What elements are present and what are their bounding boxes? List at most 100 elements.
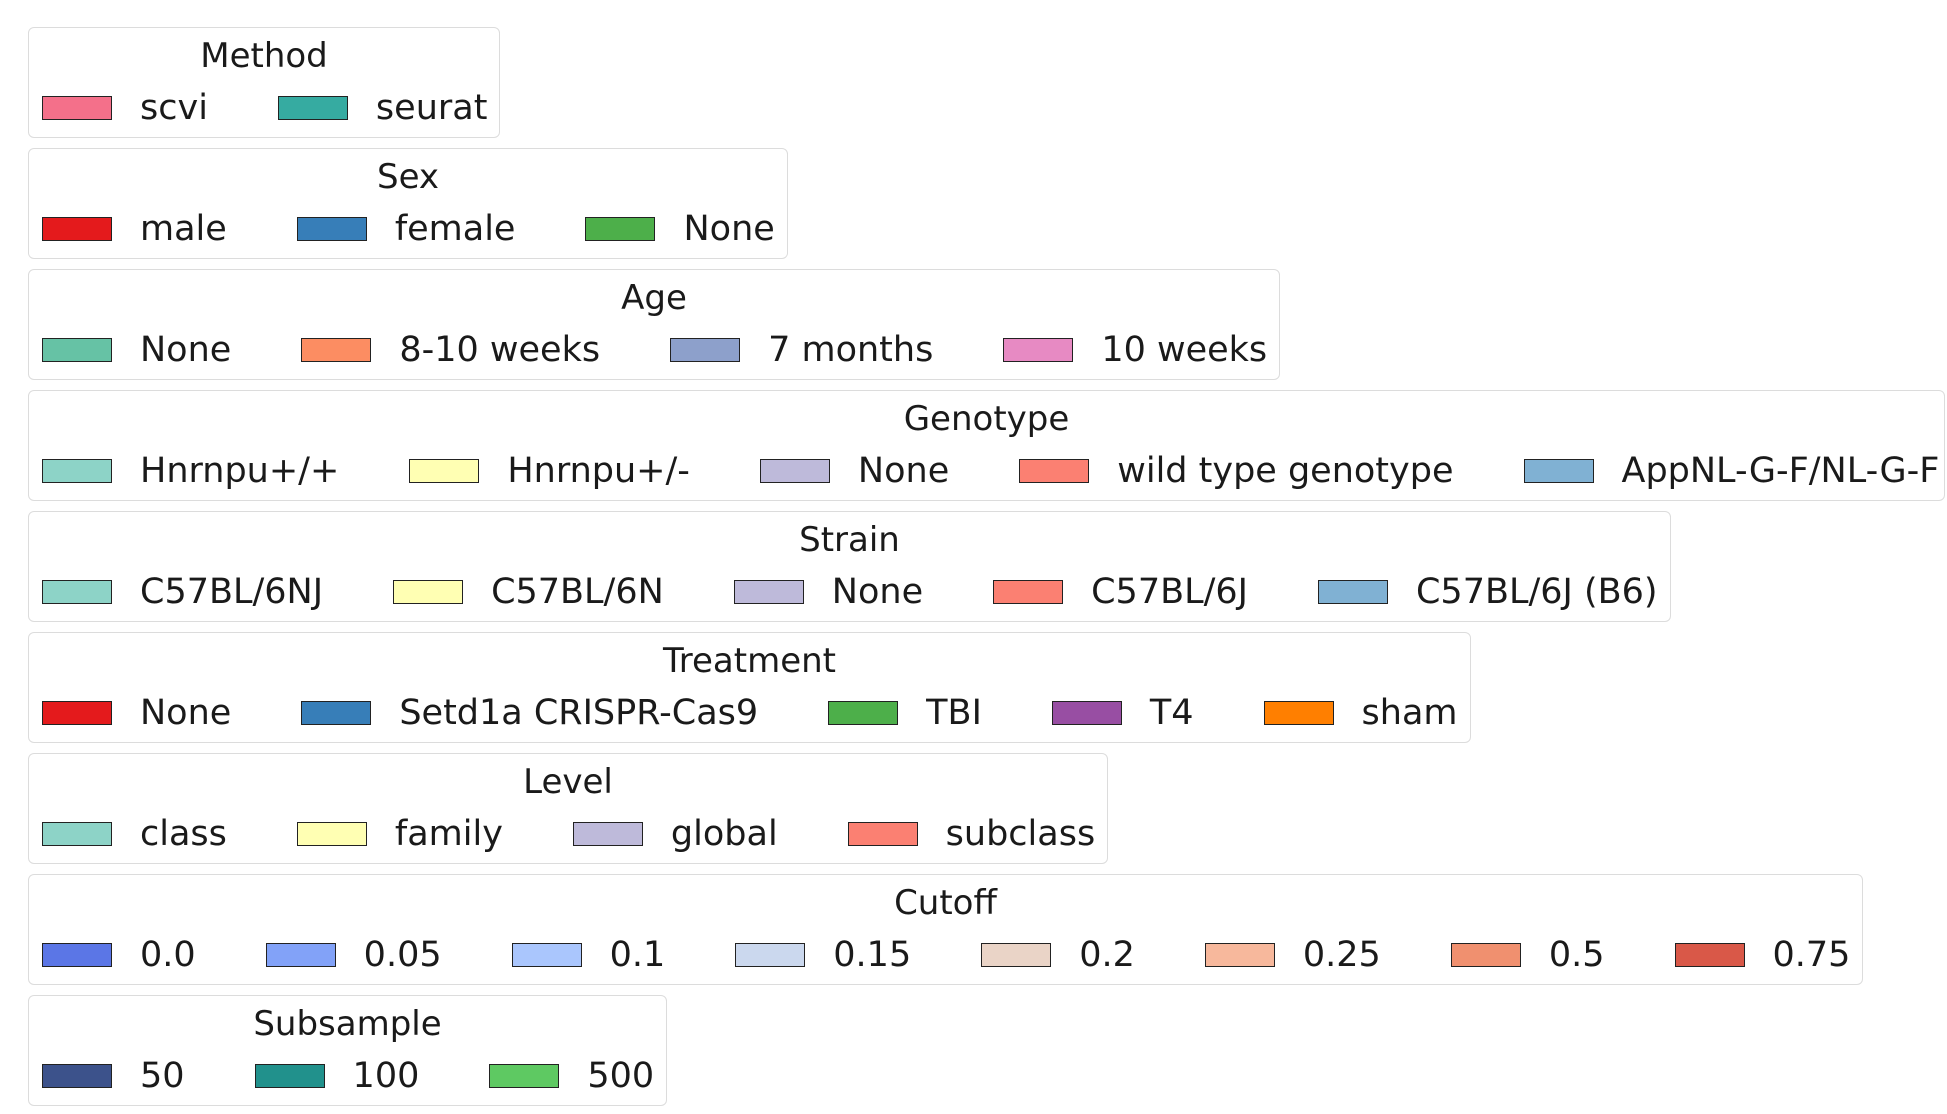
legend-swatch xyxy=(42,580,112,604)
legend-title: Method xyxy=(200,36,328,76)
legend-swatch xyxy=(265,943,336,967)
legend-swatch xyxy=(511,943,582,967)
legend-title: Genotype xyxy=(903,399,1070,439)
legend-strain: Strain C57BL/6NJ C57BL/6N None C57BL/6J C57BL… xyxy=(28,511,1671,622)
legend-level: Level class family global subclass xyxy=(28,753,1108,864)
legend-swatch xyxy=(42,701,112,725)
legend-entries: 50 100 500 xyxy=(42,1056,654,1096)
legend-swatch xyxy=(981,943,1052,967)
legend-entries: scvi seurat xyxy=(42,88,487,128)
legend-entries: C57BL/6NJ C57BL/6N None C57BL/6J C57BL/6J (B… xyxy=(42,572,1658,612)
legend-entry: scvi xyxy=(42,88,208,128)
legend-entry: Hnrnpu+/+ xyxy=(42,451,339,491)
legend-entry-label: 0.05 xyxy=(363,935,442,975)
legend-entry-label: TBI xyxy=(926,693,982,733)
legend-swatch xyxy=(254,1064,325,1088)
legend-swatch xyxy=(1263,701,1334,725)
legend-entry-label: C57BL/6J xyxy=(1091,572,1248,612)
legend-swatch xyxy=(42,217,112,241)
legend-swatch xyxy=(296,217,367,241)
legend-entry-label: female xyxy=(394,209,516,249)
legend-swatch xyxy=(733,580,804,604)
legend-entry: 500 xyxy=(489,1056,654,1096)
legend-entry: C57BL/6N xyxy=(393,572,664,612)
legend-swatch xyxy=(1317,580,1388,604)
legend-entry-label: Hnrnpu+/+ xyxy=(140,451,340,491)
legend-swatch xyxy=(1674,943,1745,967)
legend-entry-label: 500 xyxy=(587,1056,655,1096)
legend-entry: None xyxy=(42,693,231,733)
legend-entry: class xyxy=(42,814,227,854)
legend-entry: 0.75 xyxy=(1674,935,1850,975)
legend-entry: 50 xyxy=(42,1056,185,1096)
legend-title: Cutoff xyxy=(894,883,997,923)
legend-swatch xyxy=(1019,459,1090,483)
legend-swatch xyxy=(42,943,112,967)
legend-swatch xyxy=(409,459,480,483)
legend-entry: None xyxy=(733,572,924,612)
legend-swatch xyxy=(572,822,643,846)
legend-swatch xyxy=(993,580,1064,604)
legend-entry-label: 7 months xyxy=(768,330,934,370)
legend-entry: None xyxy=(585,209,775,249)
legend-entry: 0.15 xyxy=(735,935,911,975)
legend-entry: Hnrnpu+/- xyxy=(409,451,690,491)
legend-swatch xyxy=(670,338,741,362)
legend-entry-label: sham xyxy=(1361,693,1458,733)
legend-entry-label: family xyxy=(394,814,503,854)
legend-title: Sex xyxy=(376,157,440,197)
legend-title: Age xyxy=(621,278,687,318)
legend-entry-label: None xyxy=(831,572,924,612)
legend-entry-label: 50 xyxy=(140,1056,185,1096)
legend-swatch xyxy=(1450,943,1521,967)
legend-entry-label: 0.0 xyxy=(140,935,196,975)
legend-swatch xyxy=(42,822,112,846)
legend-entry-label: T4 xyxy=(1149,693,1194,733)
legend-entry-label: 0.25 xyxy=(1302,935,1381,975)
legend-swatch xyxy=(1003,338,1074,362)
legend-genotype: Genotype Hnrnpu+/+ Hnrnpu+/- None wild type … xyxy=(28,390,1945,501)
legend-entry-label: C57BL/6N xyxy=(491,572,664,612)
legend-entry-label: scvi xyxy=(140,88,208,128)
legend-entry: family xyxy=(296,814,503,854)
legend-entry-label: None xyxy=(140,693,232,733)
legend-swatch xyxy=(1051,701,1122,725)
legend-entries: class family global subclass xyxy=(42,814,1095,854)
legend-swatch xyxy=(393,580,464,604)
legend-age: Age None 8-10 weeks 7 months 10 weeks xyxy=(28,269,1280,380)
legend-swatch xyxy=(296,822,367,846)
legend-entry-label: 0.15 xyxy=(833,935,912,975)
legend-swatch xyxy=(301,338,372,362)
legend-entries: Hnrnpu+/+ Hnrnpu+/- None wild type genotype… xyxy=(42,451,1939,491)
legend-entry: 0.2 xyxy=(981,935,1135,975)
legend-entry-label: C57BL/6NJ xyxy=(140,572,324,612)
legend-entry-label: 0.1 xyxy=(609,935,666,975)
legend-title: Subsample xyxy=(253,1004,442,1044)
legend-entry: 7 months xyxy=(670,330,933,370)
legend-swatch xyxy=(828,701,899,725)
legend-swatch xyxy=(585,217,656,241)
legend-entry: 0.0 xyxy=(42,935,196,975)
legend-swatch xyxy=(42,1064,112,1088)
legend-entry-label: global xyxy=(670,814,778,854)
legend-entry: 8-10 weeks xyxy=(301,330,600,370)
legend-entry: T4 xyxy=(1051,693,1194,733)
legend-swatch xyxy=(735,943,806,967)
legend-entry-label: None xyxy=(140,330,232,370)
legend-title: Level xyxy=(523,762,613,802)
legend-subsample: Subsample 50 100 500 xyxy=(28,995,667,1106)
legend-sex: Sex male female None xyxy=(28,148,788,259)
legend-entry: sham xyxy=(1263,693,1458,733)
legend-entry-label: 100 xyxy=(352,1056,420,1096)
legend-entry: female xyxy=(296,209,516,249)
legend-entry: None xyxy=(42,330,231,370)
legend-entries: None Setd1a CRISPR-Cas9 TBI T4 sham xyxy=(42,693,1458,733)
legend-swatch xyxy=(759,459,830,483)
legend-entry-label: class xyxy=(140,814,227,854)
legend-entry-label: 8-10 weeks xyxy=(399,330,601,370)
legend-swatch xyxy=(277,96,348,120)
legend-entry-label: None xyxy=(857,451,950,491)
legend-entry: seurat xyxy=(277,88,487,128)
legend-swatch xyxy=(1204,943,1275,967)
legend-entry-label: Hnrnpu+/- xyxy=(507,451,690,491)
